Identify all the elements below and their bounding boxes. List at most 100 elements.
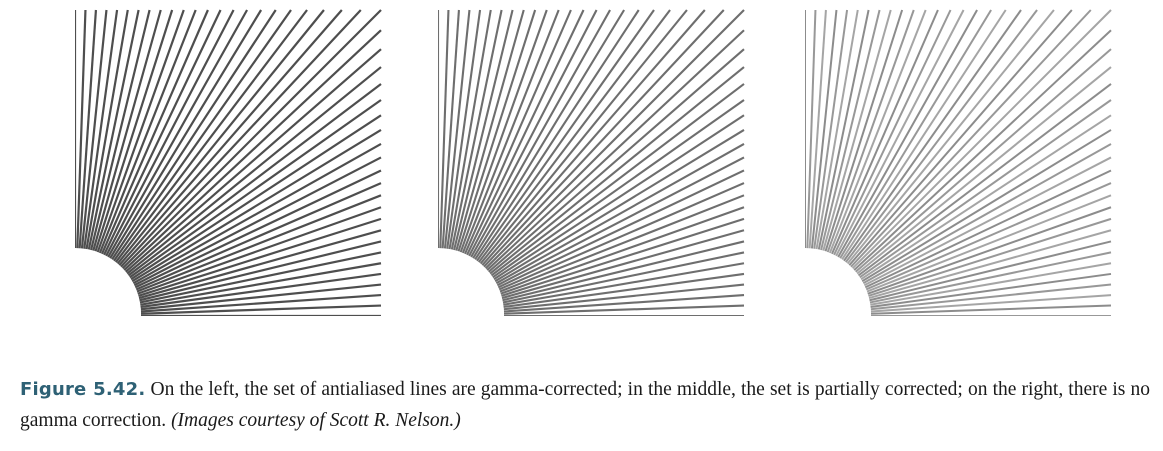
antialiased-line	[501, 240, 745, 302]
antialiased-line	[478, 9, 688, 266]
antialiased-line	[135, 182, 382, 291]
antialiased-line	[138, 229, 382, 300]
caption-label: Figure 5.42.	[20, 379, 146, 400]
antialiased-line	[870, 304, 1112, 315]
antialiased-line	[117, 9, 343, 267]
antialiased-line	[845, 9, 1055, 266]
antialiased-line	[135, 194, 382, 293]
antialiased-line	[830, 9, 939, 256]
antialiased-line	[477, 9, 671, 265]
antialiased-line	[832, 9, 952, 257]
antialiased-line	[130, 128, 382, 283]
antialiased-line	[869, 251, 1112, 304]
antialiased-line	[459, 9, 548, 255]
antialiased-line	[469, 9, 611, 259]
antialiased-line	[870, 294, 1112, 313]
antialiased-line	[134, 169, 382, 289]
antialiased-line	[485, 29, 745, 272]
antialiased-line	[98, 9, 197, 256]
antialiased-line	[471, 9, 625, 261]
antialiased-line	[840, 9, 1007, 262]
antialiased-line	[91, 9, 162, 253]
antialiased-line	[868, 240, 1112, 302]
antialiased-line	[104, 9, 235, 258]
antialiased-line	[445, 9, 482, 251]
antialiased-line	[78, 9, 98, 251]
antialiased-line	[503, 304, 745, 315]
antialiased-line	[836, 9, 978, 259]
antialiased-line	[870, 272, 1112, 309]
line-fan-image-middle	[438, 9, 745, 316]
figure-caption: Figure 5.42. On the left, the set of ant…	[20, 374, 1150, 436]
antialiased-line	[115, 9, 325, 266]
antialiased-line	[866, 206, 1112, 295]
antialiased-line	[119, 9, 362, 269]
antialiased-line	[502, 251, 745, 304]
antialiased-line	[503, 294, 745, 313]
line-fan-image-right	[805, 9, 1112, 316]
antialiased-line	[465, 9, 585, 257]
antialiased-line	[439, 9, 450, 251]
antialiased-line	[864, 169, 1112, 289]
antialiased-line	[499, 194, 745, 293]
figure-panel-partially-corrected	[438, 8, 746, 316]
antialiased-line	[473, 9, 640, 262]
antialiased-line	[850, 9, 1112, 271]
antialiased-line	[140, 304, 382, 315]
antialiased-line	[815, 9, 859, 252]
antialiased-line	[139, 262, 382, 306]
antialiased-line	[824, 9, 904, 254]
antialiased-line	[122, 29, 382, 272]
antialiased-line	[467, 9, 598, 258]
antialiased-line	[82, 9, 119, 251]
antialiased-line	[821, 9, 892, 253]
antialiased-line	[489, 83, 745, 277]
antialiased-line	[96, 9, 185, 255]
antialiased-line	[866, 194, 1112, 293]
antialiased-line	[849, 9, 1092, 269]
antialiased-line	[863, 156, 1112, 287]
antialiased-line	[491, 99, 745, 279]
antialiased-line	[498, 182, 745, 291]
antialiased-line	[503, 272, 745, 309]
antialiased-line	[139, 251, 382, 304]
antialiased-line	[828, 9, 927, 255]
antialiased-line	[441, 9, 460, 251]
antialiased-line	[501, 229, 745, 300]
antialiased-line	[480, 9, 706, 267]
antialiased-line	[120, 9, 382, 271]
antialiased-line	[131, 142, 382, 285]
antialiased-line	[493, 129, 745, 283]
quarter-circle-cutout	[75, 247, 142, 316]
antialiased-line	[856, 83, 1112, 277]
antialiased-line	[812, 9, 849, 251]
caption-text: On the left, the set of antialiased line…	[20, 379, 1150, 431]
antialiased-line	[87, 9, 140, 252]
antialiased-line	[858, 99, 1112, 279]
antialiased-line	[842, 9, 1022, 263]
antialiased-line	[854, 48, 1112, 274]
antialiased-line	[89, 9, 151, 253]
antialiased-line	[126, 83, 382, 277]
antialiased-line	[487, 48, 745, 274]
antialiased-line	[868, 229, 1112, 300]
antialiased-line	[452, 9, 514, 253]
antialiased-line	[810, 9, 838, 251]
antialiased-line	[124, 48, 382, 274]
antialiased-line	[870, 283, 1112, 311]
antialiased-line	[838, 9, 992, 261]
antialiased-line	[108, 9, 263, 261]
antialiased-line	[140, 283, 382, 311]
antialiased-line	[497, 169, 745, 289]
antialiased-line	[456, 9, 537, 254]
quarter-circle-cutout	[805, 247, 872, 316]
antialiased-line	[502, 262, 745, 306]
antialiased-line	[482, 9, 725, 269]
antialiased-line	[862, 143, 1112, 285]
antialiased-line	[450, 9, 503, 252]
antialiased-line	[806, 9, 817, 251]
antialiased-line	[492, 114, 745, 281]
antialiased-line	[488, 66, 745, 276]
antialiased-line	[826, 9, 915, 255]
antialiased-line	[859, 114, 1112, 281]
